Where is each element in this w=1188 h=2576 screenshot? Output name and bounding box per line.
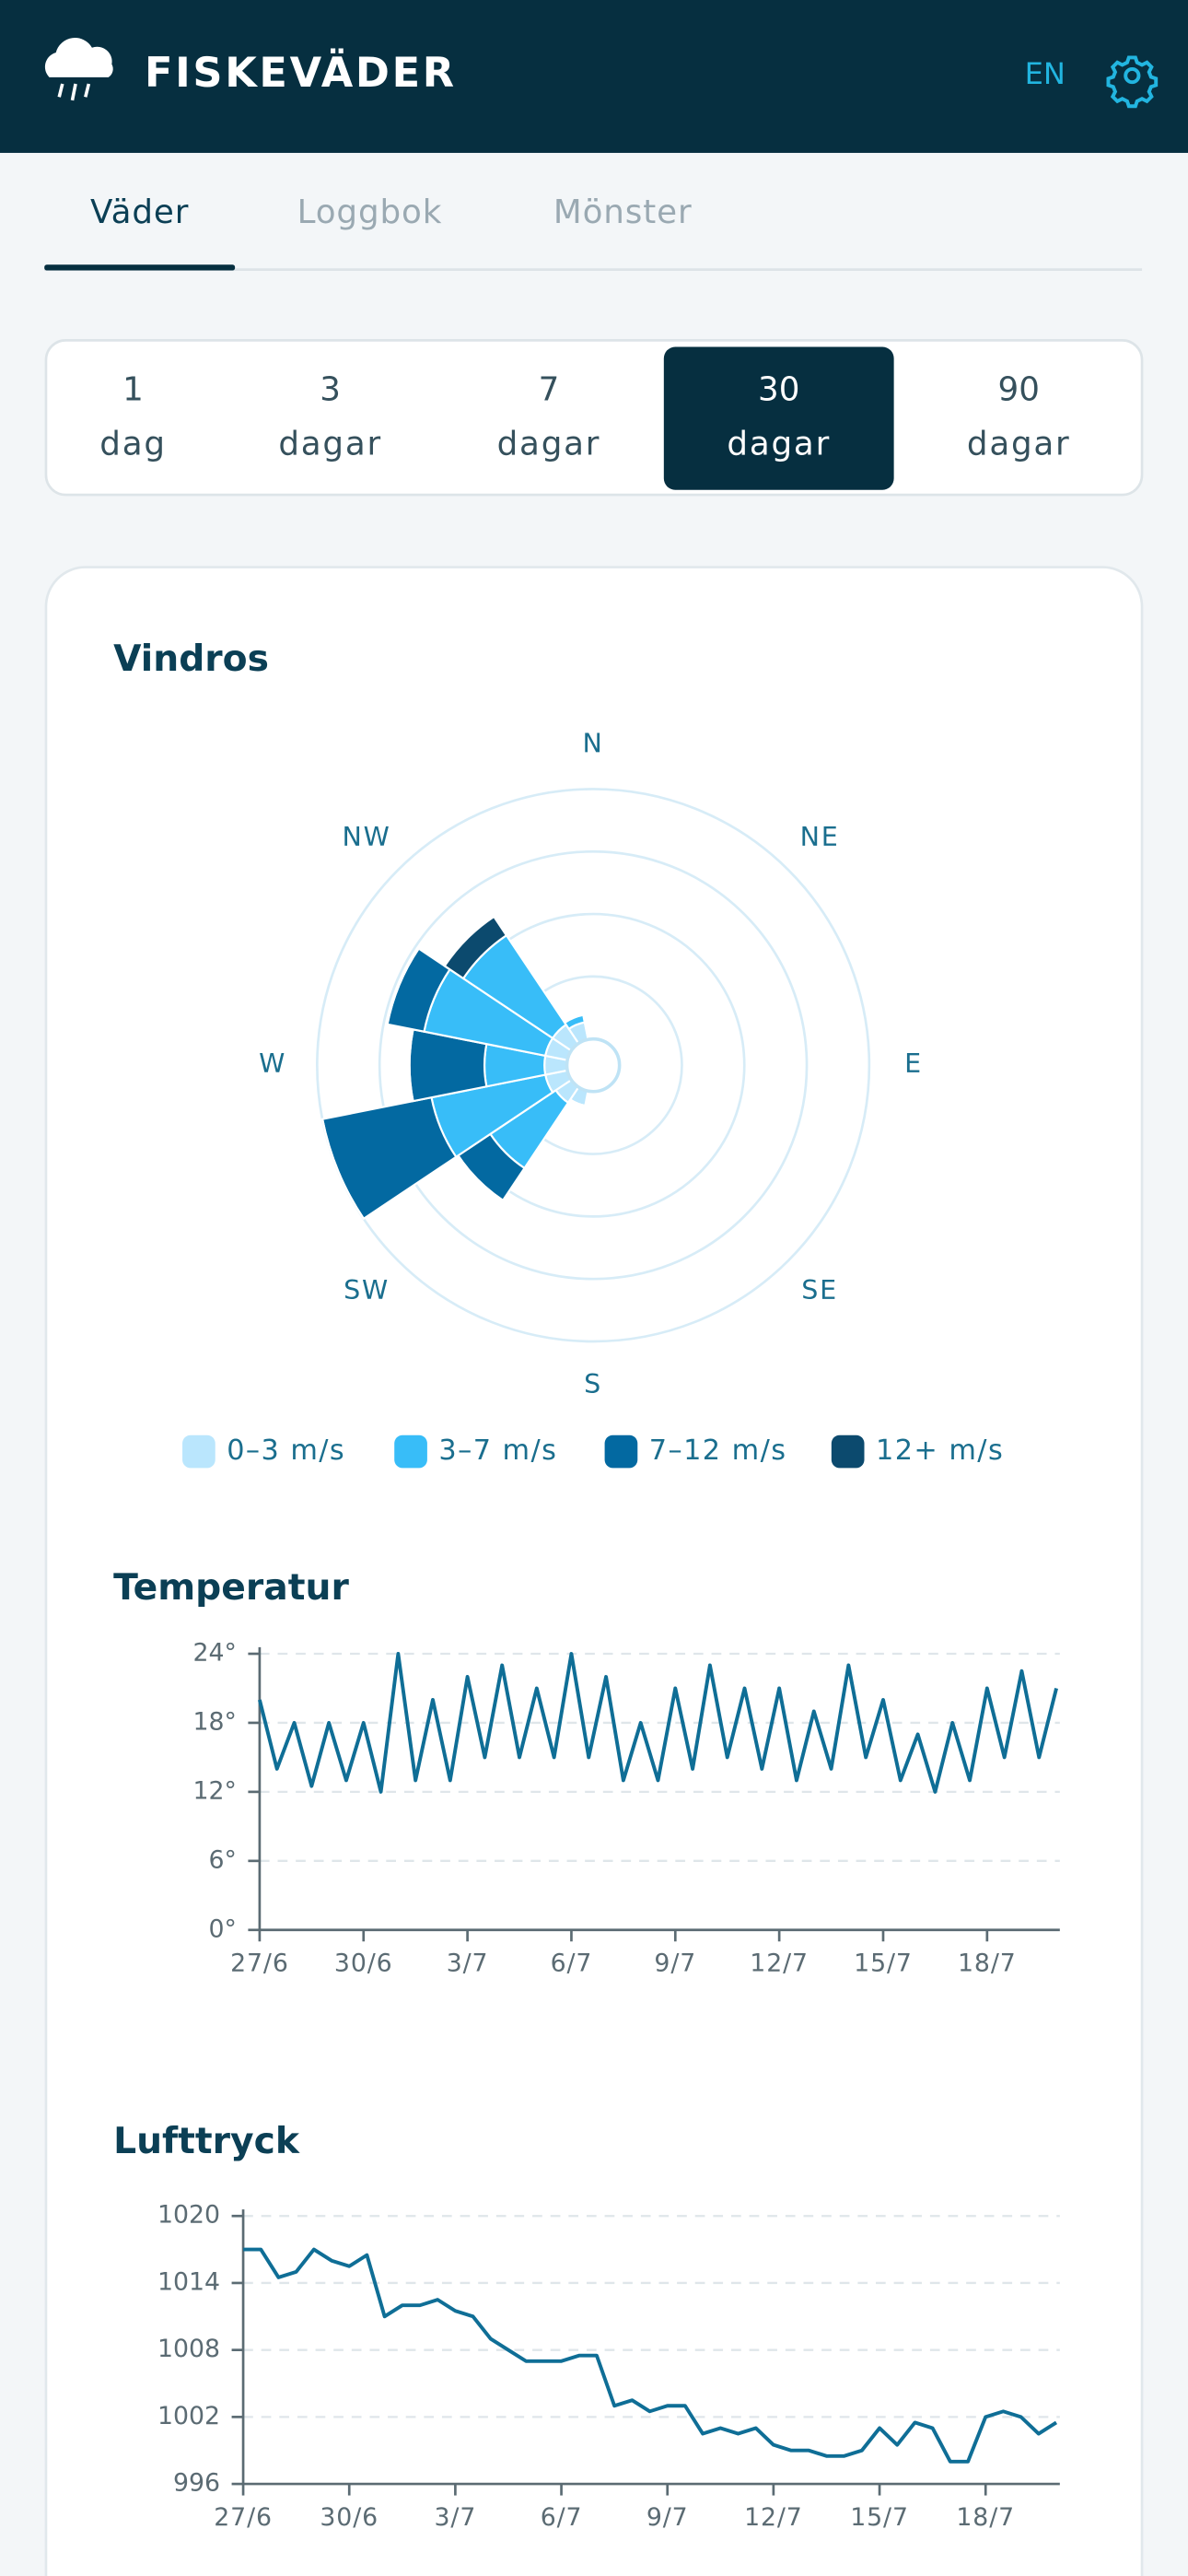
legend-label: 12+ m/s [876, 1434, 1004, 1467]
legend-swatch [604, 1434, 638, 1469]
legend-swatch [182, 1434, 215, 1469]
period-unit[interactable]: dagar [497, 426, 601, 463]
tab-bar: Väder Loggbok Mönster [44, 193, 692, 271]
period-count[interactable]: 7 [539, 371, 560, 409]
x-tick-label: 27/6 [230, 1950, 289, 1978]
charts: Vindros N NE E SE S SW W NW 0–3 m/s 3–7 m/s 7–12 m/… [113, 638, 1060, 2532]
direction-label: S [584, 1369, 602, 1399]
y-tick-label: 1002 [157, 2402, 220, 2430]
rose-hub [565, 1036, 622, 1094]
x-tick-label: 12/7 [744, 2503, 803, 2532]
x-tick-label: 30/6 [320, 2503, 379, 2532]
data-line [258, 1652, 1058, 1794]
logo-icon [44, 38, 113, 101]
data-line [243, 2247, 1058, 2464]
x-tick-label: 3/7 [447, 1950, 489, 1978]
grid-ring [378, 849, 809, 1281]
period-selector [44, 339, 1144, 497]
chart-title: Vindros [113, 638, 269, 680]
legend-label: 7–12 m/s [649, 1434, 787, 1467]
direction-label: SE [801, 1275, 838, 1306]
y-tick-label: 0° [209, 1914, 237, 1943]
chart-title: Temperatur [113, 1567, 349, 1609]
rose-segment [443, 915, 508, 980]
x-tick-label: 6/7 [541, 2503, 583, 2532]
period-count[interactable]: 90 [998, 371, 1040, 409]
period-count[interactable]: 3 [320, 371, 341, 409]
y-tick-label: 1020 [157, 2201, 220, 2230]
rose-segment [386, 948, 420, 1025]
x-tick-label: 18/7 [958, 1950, 1017, 1978]
y-tick-label: 1014 [157, 2267, 220, 2296]
x-tick-label: 6/7 [551, 1950, 593, 1978]
x-tick-label: 3/7 [435, 2503, 477, 2532]
app-bar [0, 0, 1188, 153]
x-tick-label: 15/7 [850, 2503, 909, 2532]
y-tick-label: 6° [209, 1845, 237, 1874]
period-unit[interactable]: dagar [727, 426, 831, 463]
app-title: FISKEVÄDER [145, 48, 457, 97]
period-unit[interactable]: dagar [278, 426, 382, 463]
tab[interactable]: Väder [90, 193, 189, 231]
direction-label: E [904, 1048, 923, 1079]
period-count[interactable]: 30 [758, 371, 799, 409]
period-options: 1 dag 3 dagar 7 dagar 30 dagar 90 dagar [99, 346, 1071, 490]
settings-button[interactable] [1106, 55, 1159, 109]
y-tick-label: 12° [193, 1776, 237, 1805]
x-tick-label: 18/7 [956, 2503, 1015, 2532]
y-tick-label: 996 [173, 2469, 220, 2498]
x-tick-label: 12/7 [750, 1950, 809, 1978]
y-tick-label: 1008 [157, 2335, 220, 2363]
direction-label: N [583, 728, 604, 758]
legend-label: 0–3 m/s [227, 1434, 345, 1467]
legend-swatch [831, 1434, 865, 1469]
direction-label: NE [800, 822, 840, 852]
x-tick-label: 27/6 [214, 2503, 273, 2532]
direction-label: W [259, 1048, 286, 1079]
period-unit[interactable]: dag [99, 426, 166, 463]
period-selected [663, 346, 894, 490]
x-tick-label: 9/7 [646, 2503, 689, 2532]
x-tick-label: 30/6 [334, 1950, 393, 1978]
period-unit[interactable]: dagar [967, 426, 1071, 463]
tab-indicator [44, 264, 236, 271]
direction-label: NW [343, 822, 391, 852]
rose-segment [564, 1013, 584, 1024]
x-tick-label: 9/7 [654, 1950, 696, 1978]
x-tick-label: 15/7 [854, 1950, 913, 1978]
tab[interactable]: Loggbok [297, 193, 443, 231]
legend-swatch [394, 1434, 427, 1469]
language-toggle[interactable]: EN [1025, 56, 1066, 91]
chart-title: Lufttryck [113, 2121, 300, 2162]
tab[interactable]: Mönster [553, 193, 693, 231]
grid-ring [316, 788, 871, 1343]
direction-label: SW [344, 1275, 390, 1306]
legend-label: 3–7 m/s [438, 1434, 557, 1467]
period-count[interactable]: 1 [122, 371, 144, 409]
y-tick-label: 18° [193, 1707, 237, 1736]
y-tick-label: 24° [193, 1639, 237, 1668]
